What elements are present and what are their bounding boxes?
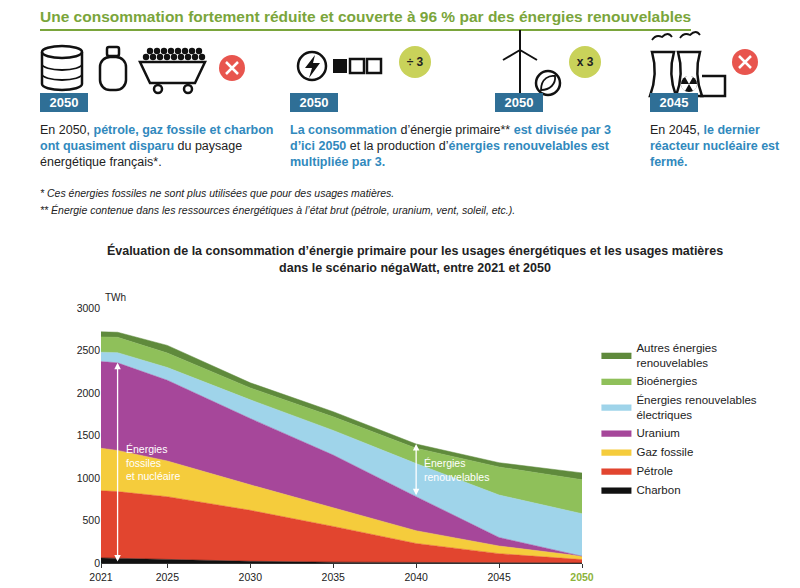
- svg-text:Bioénergies: Bioénergies: [636, 375, 697, 387]
- html-text:2050: 2050: [504, 95, 534, 110]
- html-text:En 2050, pétrole, gaz fossile: En 2050, pétrole, gaz fossile et charbon…: [40, 123, 274, 169]
- svg-text:2040: 2040: [404, 571, 428, 583]
- html-text:x 3: x 3: [576, 55, 594, 69]
- svg-text:2021: 2021: [89, 571, 113, 583]
- html-text:2050: 2050: [49, 95, 79, 110]
- svg-text:1000: 1000: [77, 472, 101, 484]
- svg-text:Uranium: Uranium: [636, 427, 679, 439]
- svg-text:0: 0: [94, 557, 100, 569]
- svg-text:Charbon: Charbon: [636, 484, 680, 496]
- svg-text:Énergiesfossileset nucléaire: Énergiesfossileset nucléaire: [126, 443, 180, 482]
- html-text:÷ 3: ÷ 3: [406, 55, 424, 69]
- svg-text:Énergies renouvelablesélectriq: Énergies renouvelablesélectriques: [636, 394, 756, 421]
- html-text:* Ces énergies fossiles ne son: * Ces énergies fossiles ne sont plus uti…: [40, 187, 395, 199]
- svg-text:3000: 3000: [77, 302, 101, 314]
- html-text:2050: 2050: [299, 95, 329, 110]
- svg-text:2500: 2500: [77, 344, 101, 356]
- svg-text:2000: 2000: [77, 387, 101, 399]
- svg-text:Pétrole: Pétrole: [636, 465, 672, 477]
- svg-text:2025: 2025: [156, 571, 180, 583]
- html-text:La consommation d’énergie prim: La consommation d’énergie primaire** est…: [290, 123, 611, 169]
- svg-text:2050: 2050: [570, 571, 594, 583]
- svg-text:Énergiesrenouvelables: Énergiesrenouvelables: [424, 457, 489, 483]
- svg-text:2030: 2030: [239, 571, 263, 583]
- html-text:** Énergie contenue dans les r: ** Énergie contenue dans les ressources …: [40, 204, 516, 216]
- svg-text:2045: 2045: [487, 571, 511, 583]
- svg-text:500: 500: [82, 514, 100, 526]
- svg-text:2035: 2035: [322, 571, 346, 583]
- svg-text:Autres énergiesrenouvelables: Autres énergiesrenouvelables: [636, 342, 717, 369]
- svg-text:1500: 1500: [77, 429, 101, 441]
- html-text:Évaluation de la consommation: Évaluation de la consommation d’énergie …: [106, 244, 724, 275]
- html-text:Une consommation fortement réd: Une consommation fortement réduite et co…: [40, 8, 692, 25]
- html-text:2045: 2045: [659, 95, 689, 110]
- html-text:En 2045, le dernier réacteur n: En 2045, le dernier réacteur nucléaire e…: [650, 123, 780, 169]
- svg-text:TWh: TWh: [105, 292, 126, 303]
- svg-text:Gaz fossile: Gaz fossile: [636, 446, 693, 458]
